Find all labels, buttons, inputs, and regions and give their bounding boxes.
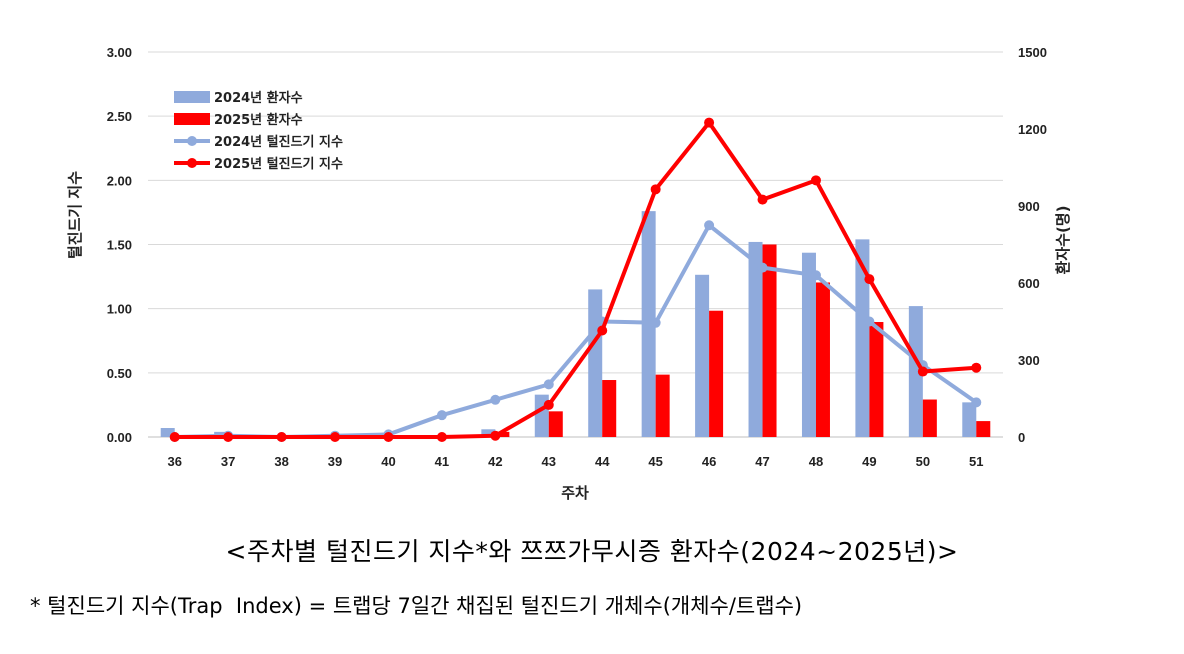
data-point-2025 [543,399,554,410]
y-axis-right-title: 환자수(명) [1054,206,1072,275]
bar-2025 [548,411,563,437]
data-point-2025 [864,274,875,285]
legend-swatch-marker [187,136,197,146]
x-tick-label: 41 [435,454,449,469]
data-point-2025 [223,432,234,442]
data-point-2025 [917,366,928,377]
x-tick-label: 42 [488,454,502,469]
x-tick-label: 43 [542,454,556,469]
data-point-2025 [757,194,768,205]
x-tick-label: 45 [648,454,662,469]
y-tick-right-label: 0 [1018,430,1025,445]
y-tick-left-label: 0.00 [107,430,132,445]
y-tick-right-label: 300 [1018,353,1040,368]
x-tick-label: 48 [809,454,823,469]
combo-chart: 0.00 0.50 1.00 1.50 2.00 2.50 3.00 0 300 600 900 1… [66,45,1072,502]
y-axis-right-ticks: 0 300 600 900 1200 1500 [1018,45,1047,445]
bar-2024 [588,289,603,437]
y-tick-right-label: 900 [1018,199,1040,214]
bar-2024 [695,274,710,437]
data-point-2025 [276,432,287,442]
data-point-2024 [490,394,501,405]
data-point-2024 [436,410,447,421]
bar-2025 [976,421,991,437]
bar-2025 [655,374,670,437]
legend-swatch-marker [187,158,197,168]
bar-2024 [748,241,763,437]
data-point-2024 [543,379,554,390]
legend-label: 2024년 털진드기 지수 [214,134,343,150]
y-axis-left-title: 털진드기 지수 [66,171,84,259]
y-axis-left-ticks: 0.00 0.50 1.00 1.50 2.00 2.50 3.00 [107,45,132,445]
data-point-2025 [971,362,982,373]
x-tick-label: 39 [328,454,342,469]
legend-swatch-bar [174,91,210,103]
y-tick-right-label: 600 [1018,276,1040,291]
data-point-2025 [597,325,608,336]
x-tick-label: 50 [916,454,930,469]
x-tick-label: 40 [381,454,395,469]
y-tick-right-label: 1200 [1018,122,1047,137]
data-point-2025 [436,432,447,442]
legend-label: 2025년 털진드기 지수 [214,156,343,172]
legend-label: 2025년 환자수 [214,112,303,128]
x-tick-label: 37 [221,454,235,469]
series-line-2025 [174,120,977,439]
data-point-2025 [810,175,821,186]
bar-2025 [922,399,937,437]
x-tick-label: 36 [167,454,181,469]
bar-2025 [495,431,510,437]
bar-2025 [602,380,617,437]
data-point-2025 [704,117,715,128]
data-point-2024 [704,220,715,231]
data-point-2024 [864,316,875,327]
y-tick-right-label: 1500 [1018,45,1047,60]
bar-2024 [481,429,496,437]
gridlines [148,51,1003,438]
data-point-2024 [810,270,821,281]
bars [160,211,991,437]
caption-title: <주차별 털진드기 지수*와 쯔쯔가무시증 환자수(2024~2025년)> [225,537,959,566]
x-axis-ticks: 36 37 38 39 40 41 42 43 44 45 46 47 48 49 50 51 [167,454,983,469]
x-tick-label: 46 [702,454,716,469]
x-tick-label: 38 [274,454,288,469]
y-tick-left-label: 3.00 [107,45,132,60]
data-point-2025 [650,184,661,195]
x-tick-label: 51 [969,454,983,469]
y-tick-left-label: 0.50 [107,366,132,381]
bar-2025 [815,282,830,437]
x-tick-label: 49 [862,454,876,469]
data-point-2025 [330,432,341,442]
legend-label: 2024년 환자수 [214,90,303,106]
data-point-2024 [757,262,768,273]
data-point-2024 [650,317,661,328]
legend-swatch-bar [174,113,210,125]
bar-2024 [908,306,923,437]
y-tick-left-label: 1.50 [107,238,132,253]
data-point-2024 [971,397,982,408]
bar-2025 [869,322,884,437]
bar-2024 [962,402,977,437]
bar-2024 [801,252,816,437]
bar-2025 [709,310,724,437]
x-tick-label: 44 [595,454,610,469]
bar-2024 [855,239,870,437]
legend: 2024년 환자수 2025년 환자수 2024년 털진드기 지수 2025년 털진드… [174,90,343,172]
y-tick-left-label: 1.00 [107,302,132,317]
data-point-2025 [490,430,501,441]
x-axis-title: 주차 [561,484,589,502]
data-point-2025 [169,432,180,442]
caption-note: * 털진드기 지수(Trap Index) = 트랩당 7일간 채집된 털진드기… [30,594,803,618]
x-tick-label: 47 [755,454,769,469]
bar-2024 [160,428,175,437]
data-point-2025 [383,432,394,442]
y-tick-left-label: 2.50 [107,109,132,124]
bar-2025 [762,244,777,437]
series-lines [169,117,982,442]
y-tick-left-label: 2.00 [107,173,132,188]
